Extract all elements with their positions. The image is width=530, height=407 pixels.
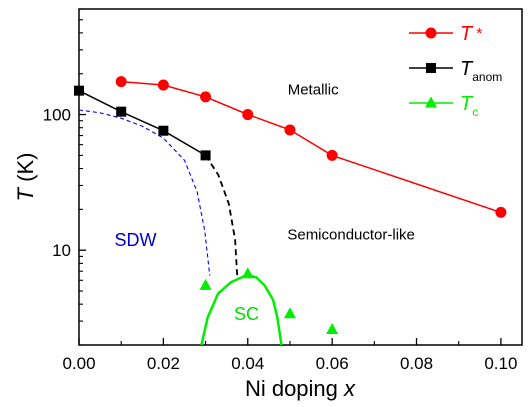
annotation-semiconductor: Semiconductor-like: [287, 226, 415, 243]
data-point-tanom: [200, 150, 211, 161]
annotation-sc: SC: [234, 304, 259, 324]
data-point-tc: [283, 307, 296, 319]
sdw-boundary: [78, 109, 211, 276]
data-point-tstar: [115, 76, 127, 88]
x-tick-label: 0.00: [62, 354, 95, 373]
data-point-tc: [326, 323, 339, 335]
region-annotations: Metallic Semiconductor-like SDW SC: [115, 82, 415, 324]
y-tick-label: 10: [52, 241, 71, 260]
legend-item-tc: Tc: [409, 93, 478, 119]
x-tick-label: 0.04: [231, 354, 264, 373]
series-line-tanom: [78, 90, 206, 157]
x-axis-title: Ni doping x: [245, 376, 356, 401]
series-tanom: [74, 85, 211, 161]
plot-frame: [78, 8, 523, 346]
x-tick-label: 0.10: [484, 354, 517, 373]
legend: T * Tanom Tc: [409, 23, 502, 119]
y-axis-title: T (K): [13, 153, 38, 202]
data-point-tanom: [158, 125, 169, 136]
data-series: [74, 76, 507, 335]
legend-item-tstar: T *: [409, 23, 482, 45]
data-point-tstar: [284, 124, 296, 136]
legend-marker-tanom: [426, 63, 436, 73]
x-tick-label: 0.06: [316, 354, 349, 373]
tanom-extension: [204, 154, 239, 276]
legend-marker-tc: [425, 96, 437, 108]
series-tstar: [115, 76, 507, 218]
legend-label-tc: Tc: [460, 93, 478, 119]
annotation-metallic: Metallic: [288, 82, 339, 99]
x-tick-label: 0.02: [147, 354, 180, 373]
legend-label-tanom: Tanom: [460, 58, 502, 84]
data-point-tanom: [116, 106, 127, 117]
legend-marker-tstar: [425, 27, 437, 39]
x-tick-label: 0.08: [400, 354, 433, 373]
data-point-tanom: [74, 85, 84, 96]
axis-ticks: 0.00 0.02 0.04 0.06 0.08 0.10 10 100: [43, 8, 517, 373]
data-point-tstar: [495, 206, 507, 218]
legend-item-tanom: Tanom: [409, 58, 502, 84]
data-point-tstar: [200, 91, 212, 103]
data-point-tstar: [242, 109, 254, 121]
data-point-tc: [199, 278, 212, 290]
annotation-sdw: SDW: [115, 230, 157, 250]
data-point-tstar: [157, 79, 169, 91]
data-point-tc: [241, 267, 254, 279]
legend-label-tstar: T *: [460, 23, 482, 45]
series-tc: [199, 267, 339, 335]
y-tick-label: 100: [43, 106, 71, 125]
data-point-tstar: [326, 149, 338, 161]
series-line-tstar: [121, 80, 502, 214]
